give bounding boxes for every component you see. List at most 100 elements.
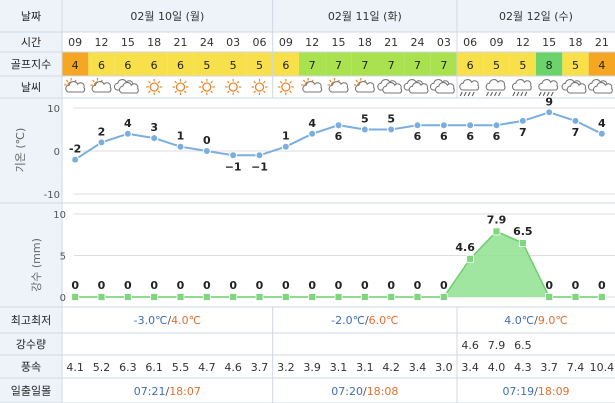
rain-data-label: 0 — [177, 279, 185, 292]
rain-icon — [485, 79, 506, 97]
temp-point — [176, 142, 185, 151]
rain-point — [150, 293, 159, 301]
temp-data-label: 1 — [177, 130, 185, 143]
sunrise-sunset: 07:20/18:08 — [331, 385, 398, 398]
rain-data-label: 0 — [387, 279, 395, 292]
rain-data-label: 6.5 — [513, 225, 533, 238]
cloudy-icon — [403, 79, 429, 94]
temp-point — [255, 151, 264, 160]
rain-data-label: 7.9 — [487, 213, 507, 226]
golf-index-cell — [483, 52, 510, 76]
rain-data-label: 0 — [598, 279, 606, 292]
golf-index-value: 5 — [519, 59, 526, 72]
temp-data-label: 3 — [150, 121, 158, 134]
golf-index-value: 5 — [230, 59, 237, 72]
rain-point — [387, 293, 396, 301]
golf-index-value: 5 — [572, 59, 579, 72]
temp-point — [97, 138, 106, 147]
wind-speed: 3.4 — [461, 361, 479, 374]
temp-point — [71, 155, 80, 164]
temp-point — [229, 151, 238, 160]
rain-tick-label: 10 — [53, 210, 66, 221]
rain-point — [202, 293, 211, 301]
hour-label: 15 — [332, 36, 346, 49]
golf-index-cell — [351, 52, 378, 76]
golf-index-value: 5 — [493, 59, 500, 72]
rain-tick-label: 5 — [60, 252, 66, 263]
rain-point — [413, 293, 422, 301]
temp-point — [466, 121, 475, 130]
wind-speed: 4.6 — [224, 361, 242, 374]
temp-point — [597, 129, 606, 138]
golf-index-value: 6 — [124, 59, 131, 72]
temp-data-label: 7 — [572, 126, 580, 139]
golf-index-cell — [536, 52, 563, 76]
row-label-time: 시간 — [21, 36, 41, 49]
temp-point — [439, 121, 448, 130]
golf-index-value: 6 — [177, 59, 184, 72]
rain-axis-label: 강수 (mm) — [30, 238, 43, 292]
rain-point — [229, 293, 238, 301]
wind-speed: 3.9 — [303, 361, 321, 374]
golf-index-cell — [88, 52, 115, 76]
rain-point — [176, 293, 185, 301]
rain-point — [466, 254, 475, 263]
rain-data-label: 0 — [361, 279, 369, 292]
golf-index-value: 6 — [282, 59, 289, 72]
wind-speed: 3.4 — [409, 361, 427, 374]
wind-speed: 4.7 — [198, 361, 216, 374]
rain-point — [308, 293, 317, 301]
golf-index-cell — [509, 52, 536, 76]
rain-data-label: 4.6 — [455, 241, 475, 254]
golf-index-cell — [167, 52, 194, 76]
sunny-icon — [251, 79, 268, 95]
temp-data-label: 5 — [361, 113, 369, 126]
wind-speed: 7.4 — [567, 361, 585, 374]
precip-amount: 6.5 — [514, 339, 532, 352]
temp-point — [413, 121, 422, 130]
hour-label: 09 — [490, 36, 504, 49]
temp-tick-label: 0 — [54, 147, 60, 158]
golf-index-cell — [62, 52, 89, 76]
sunny-icon — [172, 79, 189, 95]
rain-point — [439, 293, 448, 301]
precip-amount: 4.6 — [461, 339, 479, 352]
hour-label: 12 — [95, 36, 109, 49]
hour-label: 12 — [516, 36, 530, 49]
hour-label: 21 — [595, 36, 609, 49]
day-header: 02월 11일 (화) — [328, 9, 402, 23]
temp-point — [360, 125, 369, 134]
golf-index-value: 7 — [361, 59, 368, 72]
wind-speed: 3.1 — [356, 361, 374, 374]
golf-index-cell — [430, 52, 457, 76]
golf-index-cell — [325, 52, 352, 76]
temp-data-label: 7 — [519, 126, 527, 139]
temp-sep: / — [167, 314, 171, 327]
wind-speed: 10.4 — [590, 361, 615, 374]
partly-cloudy-icon — [301, 78, 323, 93]
rain-data-label: 0 — [124, 279, 132, 292]
sunset-time: 18:07 — [169, 385, 201, 398]
rain-data-label: 0 — [335, 279, 343, 292]
golf-index-value: 4 — [598, 59, 605, 72]
min-max-temp: -2.0℃/6.0℃ — [331, 314, 398, 327]
row-label-date: 날짜 — [21, 10, 41, 23]
sunset-time: 18:09 — [538, 385, 570, 398]
wind-speed: 4.2 — [382, 361, 400, 374]
hour-label: 18 — [358, 36, 372, 49]
sunrise-time: 07:20 — [331, 385, 363, 398]
rain-area — [75, 231, 602, 297]
hour-label: 12 — [305, 36, 319, 49]
golf-index-cell — [457, 52, 484, 76]
rain-data-label: 0 — [282, 279, 290, 292]
min-max-temp: 4.0℃/9.0℃ — [504, 314, 567, 327]
temp-data-label: 9 — [545, 95, 553, 108]
temp-point — [308, 129, 317, 138]
golf-index-value: 7 — [388, 59, 395, 72]
cloudy-icon — [429, 79, 455, 94]
sun-sep: / — [363, 385, 367, 398]
temp-point — [334, 121, 343, 130]
temp-data-label: 6 — [414, 130, 422, 143]
temp-data-label: 5 — [387, 113, 395, 126]
rain-data-label: 0 — [440, 279, 448, 292]
